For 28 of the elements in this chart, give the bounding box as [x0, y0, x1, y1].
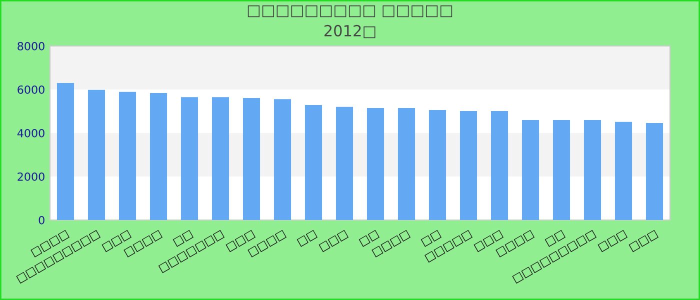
bar [56, 82, 74, 220]
y-tick-label: 0 [38, 216, 44, 224]
bar [118, 92, 136, 220]
bar [552, 120, 570, 220]
bar [242, 98, 260, 220]
y-tick-label: 2000 [18, 172, 44, 181]
bar [88, 90, 106, 220]
bar [490, 111, 508, 220]
y-tick-label: 6000 [18, 85, 44, 94]
y-tick-label: 4000 [17, 128, 44, 138]
bar [336, 106, 354, 220]
bar [304, 104, 322, 220]
bar [460, 111, 478, 220]
bar [150, 92, 168, 220]
bar [584, 120, 602, 220]
bar [522, 120, 540, 220]
chart-title: □□□□□□□□□ □□□□□ [248, 5, 452, 18]
x-tick-label: □□ [296, 230, 318, 247]
bar [428, 110, 446, 220]
bar [614, 122, 632, 220]
bar [212, 97, 230, 220]
chart-subtitle: 2012□ [324, 24, 376, 38]
bar [274, 99, 292, 220]
bar [646, 122, 664, 220]
y-tick-label: 8000 [18, 42, 44, 50]
bar [180, 97, 198, 220]
bar [398, 108, 416, 220]
bar [366, 108, 384, 220]
